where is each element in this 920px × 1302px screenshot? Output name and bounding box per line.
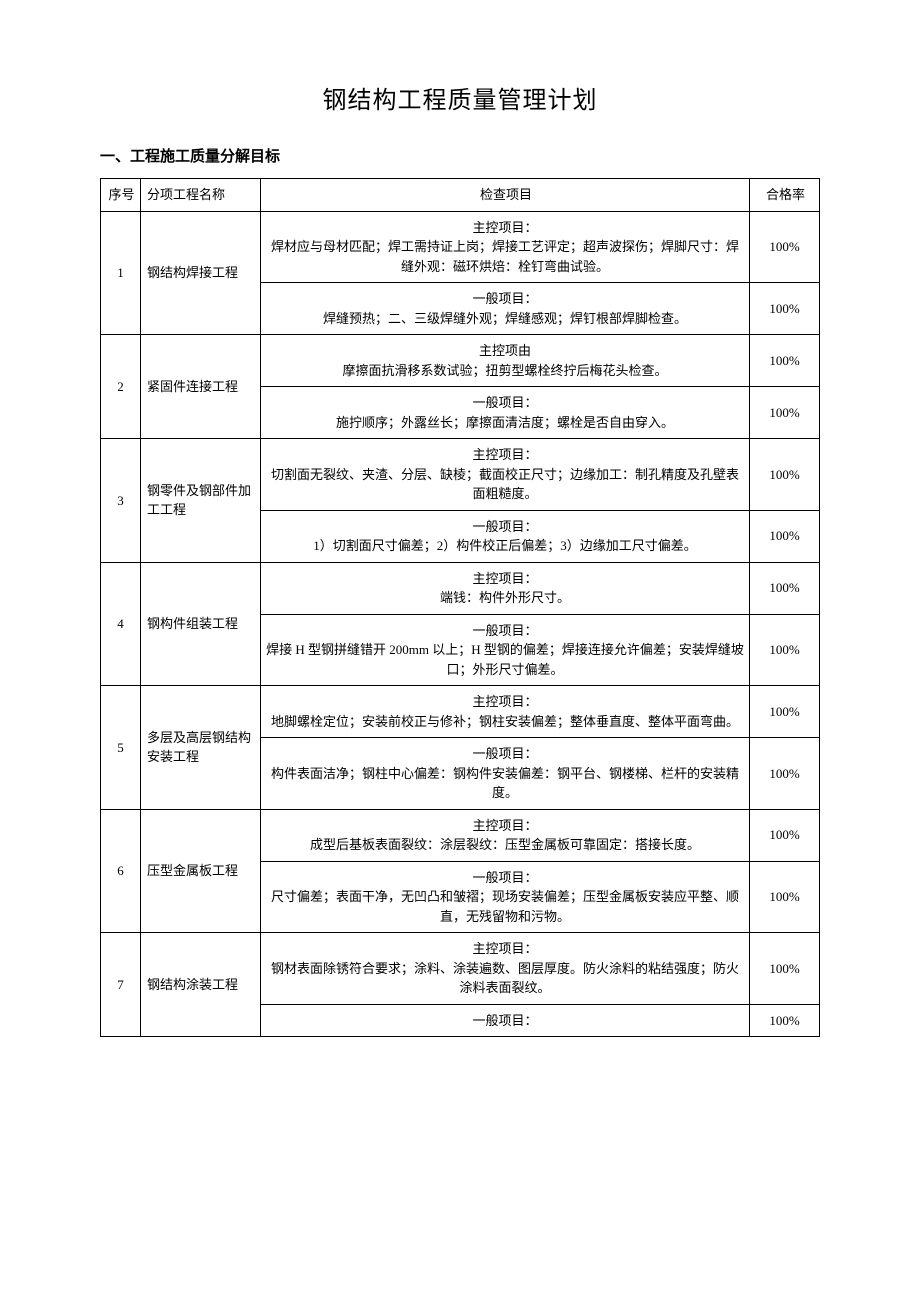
cell-item: 一般项目：1）切割面尺寸偏差；2）构件校正后偏差；3）边缘加工尺寸偏差。 xyxy=(261,510,750,562)
cell-no: 5 xyxy=(101,686,141,810)
table-row: 2紧固件连接工程主控项由摩擦面抗滑移系数试验；扭剪型螺栓终拧后梅花头检查。100… xyxy=(101,335,820,387)
cell-item: 一般项目： xyxy=(261,1004,750,1037)
cell-no: 7 xyxy=(101,933,141,1037)
cell-item: 主控项目：焊材应与母材匹配；焊工需持证上岗；焊接工艺评定；超声波探伤；焊脚尺寸：… xyxy=(261,211,750,283)
page-title: 钢结构工程质量管理计划 xyxy=(100,80,820,115)
cell-rate: 100% xyxy=(750,861,820,933)
table-row: 1钢结构焊接工程主控项目：焊材应与母材匹配；焊工需持证上岗；焊接工艺评定；超声波… xyxy=(101,211,820,283)
cell-rate: 100% xyxy=(750,439,820,511)
cell-item: 主控项由摩擦面抗滑移系数试验；扭剪型螺栓终拧后梅花头检查。 xyxy=(261,335,750,387)
header-no: 序号 xyxy=(101,179,141,212)
table-row: 4钢构件组装工程主控项目：端钱：构件外形尺寸。100% xyxy=(101,562,820,614)
cell-name: 多层及高层钢结构安装工程 xyxy=(141,686,261,810)
cell-item: 一般项目：施拧顺序；外露丝长；摩擦面清洁度；螺栓是否自由穿入。 xyxy=(261,387,750,439)
cell-name: 钢结构涂装工程 xyxy=(141,933,261,1037)
cell-name: 压型金属板工程 xyxy=(141,809,261,933)
header-item: 检查项目 xyxy=(261,179,750,212)
cell-no: 3 xyxy=(101,439,141,563)
cell-item: 一般项目：尺寸偏差；表面干净，无凹凸和皱褶；现场安装偏差；压型金属板安装应平整、… xyxy=(261,861,750,933)
cell-item: 主控项目：地脚螺栓定位；安装前校正与修补；钢柱安装偏差；整体垂直度、整体平面弯曲… xyxy=(261,686,750,738)
cell-rate: 100% xyxy=(750,933,820,1005)
cell-no: 6 xyxy=(101,809,141,933)
table-header-row: 序号 分项工程名称 检查项目 合格率 xyxy=(101,179,820,212)
quality-table: 序号 分项工程名称 检查项目 合格率 1钢结构焊接工程主控项目：焊材应与母材匹配… xyxy=(100,178,820,1037)
cell-rate: 100% xyxy=(750,387,820,439)
table-body: 1钢结构焊接工程主控项目：焊材应与母材匹配；焊工需持证上岗；焊接工艺评定；超声波… xyxy=(101,211,820,1037)
cell-rate: 100% xyxy=(750,211,820,283)
cell-rate: 100% xyxy=(750,510,820,562)
cell-rate: 100% xyxy=(750,809,820,861)
section-heading: 一、工程施工质量分解目标 xyxy=(100,145,820,166)
cell-rate: 100% xyxy=(750,738,820,810)
cell-name: 钢零件及钢部件加工工程 xyxy=(141,439,261,563)
cell-item: 一般项目：焊缝预热；二、三级焊缝外观；焊缝感观；焊钉根部焊脚检查。 xyxy=(261,283,750,335)
cell-name: 紧固件连接工程 xyxy=(141,335,261,439)
table-row: 3钢零件及钢部件加工工程主控项目：切割面无裂纹、夹渣、分层、缺棱；截面校正尺寸；… xyxy=(101,439,820,511)
cell-item: 一般项目：焊接 H 型钢拼缝错开 200mm 以上；H 型钢的偏差；焊接连接允许… xyxy=(261,614,750,686)
cell-rate: 100% xyxy=(750,562,820,614)
cell-rate: 100% xyxy=(750,1004,820,1037)
cell-item: 主控项目：钢材表面除锈符合要求；涂料、涂装遍数、图层厚度。防火涂料的粘结强度；防… xyxy=(261,933,750,1005)
cell-name: 钢构件组装工程 xyxy=(141,562,261,686)
header-name: 分项工程名称 xyxy=(141,179,261,212)
cell-name: 钢结构焊接工程 xyxy=(141,211,261,335)
cell-item: 主控项目：端钱：构件外形尺寸。 xyxy=(261,562,750,614)
cell-rate: 100% xyxy=(750,335,820,387)
table-row: 5多层及高层钢结构安装工程主控项目：地脚螺栓定位；安装前校正与修补；钢柱安装偏差… xyxy=(101,686,820,738)
cell-rate: 100% xyxy=(750,283,820,335)
table-row: 6压型金属板工程主控项目：成型后基板表面裂纹：涂层裂纹：压型金属板可靠固定：搭接… xyxy=(101,809,820,861)
cell-rate: 100% xyxy=(750,686,820,738)
cell-item: 主控项目：切割面无裂纹、夹渣、分层、缺棱；截面校正尺寸；边缘加工：制孔精度及孔壁… xyxy=(261,439,750,511)
cell-item: 主控项目：成型后基板表面裂纹：涂层裂纹：压型金属板可靠固定：搭接长度。 xyxy=(261,809,750,861)
cell-no: 4 xyxy=(101,562,141,686)
cell-no: 2 xyxy=(101,335,141,439)
cell-no: 1 xyxy=(101,211,141,335)
table-row: 7钢结构涂装工程主控项目：钢材表面除锈符合要求；涂料、涂装遍数、图层厚度。防火涂… xyxy=(101,933,820,1005)
cell-item: 一般项目：构件表面洁净；钢柱中心偏差：钢构件安装偏差：钢平台、钢楼梯、栏杆的安装… xyxy=(261,738,750,810)
header-rate: 合格率 xyxy=(750,179,820,212)
cell-rate: 100% xyxy=(750,614,820,686)
